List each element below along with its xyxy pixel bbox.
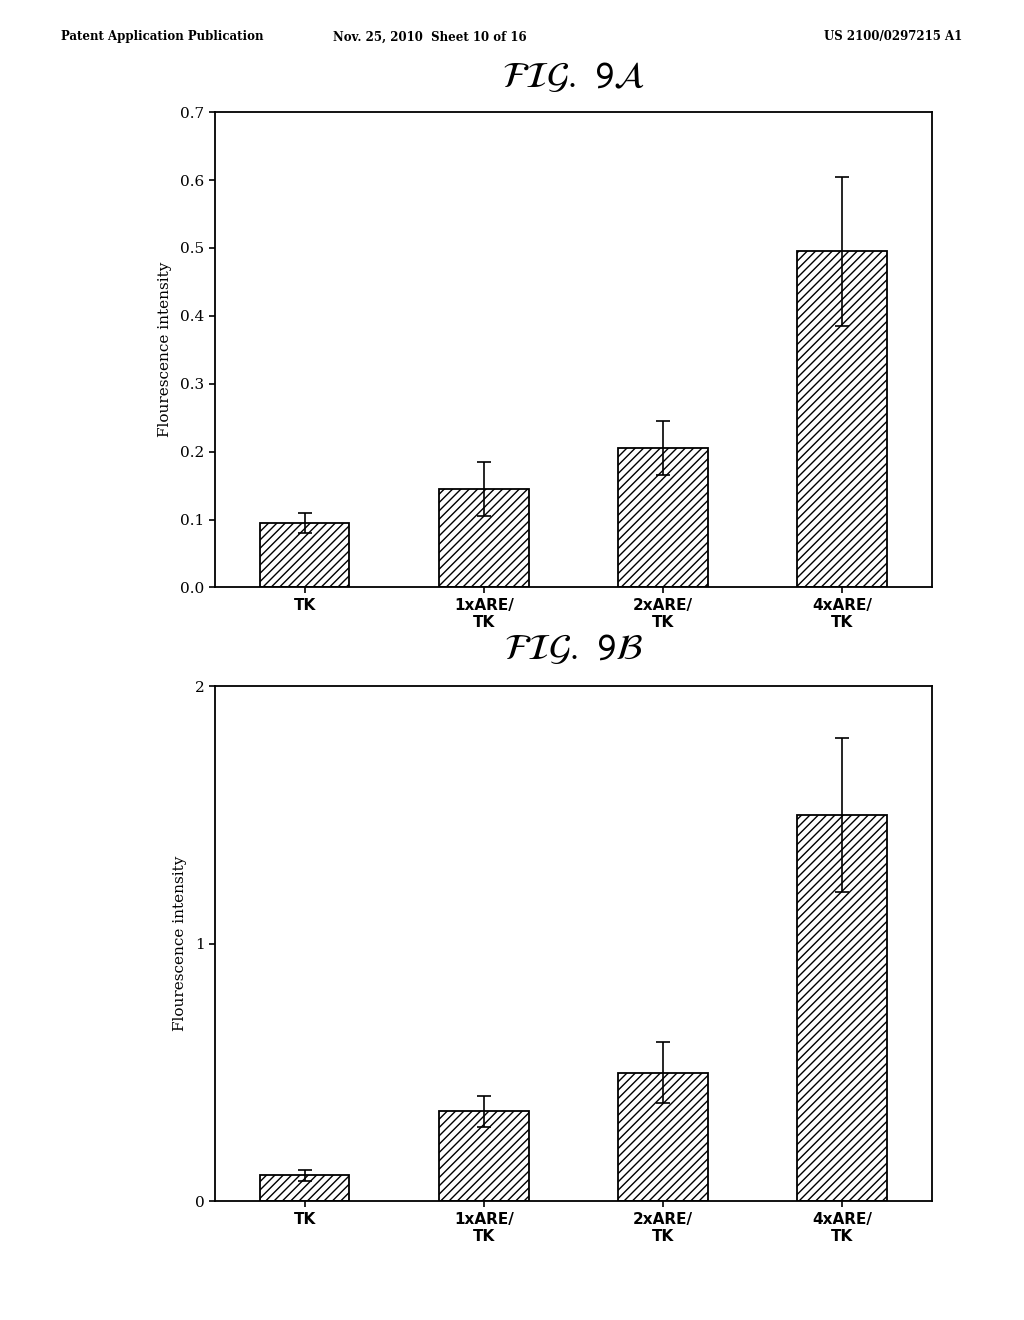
Bar <box>439 1111 528 1201</box>
Bar <box>260 1175 349 1201</box>
Bar <box>260 523 349 587</box>
Bar <box>618 1072 708 1201</box>
Y-axis label: Flourescence intensity: Flourescence intensity <box>172 857 186 1031</box>
Bar <box>798 814 887 1201</box>
Bar <box>618 449 708 587</box>
Bar <box>439 488 528 587</box>
Text: Nov. 25, 2010  Sheet 10 of 16: Nov. 25, 2010 Sheet 10 of 16 <box>333 30 527 44</box>
Y-axis label: Flourescence intensity: Flourescence intensity <box>158 263 172 437</box>
Text: Patent Application Publication: Patent Application Publication <box>61 30 264 44</box>
Bar <box>798 251 887 587</box>
Text: $\mathcal{FIG.\ 9B}$: $\mathcal{FIG.\ 9B}$ <box>504 632 643 667</box>
Text: US 2100/0297215 A1: US 2100/0297215 A1 <box>824 30 963 44</box>
Text: $\mathcal{FIG.\ 9A}$: $\mathcal{FIG.\ 9A}$ <box>502 59 645 94</box>
